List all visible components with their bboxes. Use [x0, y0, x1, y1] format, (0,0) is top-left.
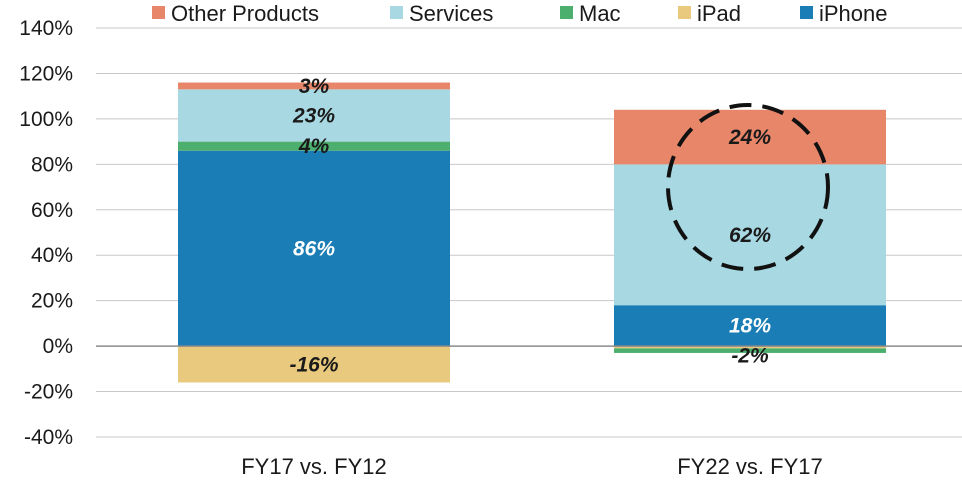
legend-label: iPhone — [819, 1, 888, 26]
bar-segment-other-products — [178, 82, 450, 90]
y-axis-ticks: -40% -20% 0% 20% 40% 60% 80% 100% 120% 140% — [19, 17, 73, 449]
bar-segment-services — [614, 164, 886, 306]
y-tick-label: 100% — [19, 108, 73, 131]
y-tick-label: 120% — [19, 62, 73, 85]
data-label-ipad: -16% — [289, 353, 338, 376]
bar-segment-iphone — [178, 150, 450, 347]
y-tick-label: 60% — [31, 199, 73, 222]
data-label-other-products: 24% — [728, 126, 771, 149]
legend-label: iPad — [697, 1, 741, 26]
bar-segment-mac — [614, 348, 886, 353]
bars — [178, 82, 886, 383]
legend-label: Mac — [579, 1, 621, 26]
x-axis-categories: FY17 vs. FY12 FY22 vs. FY17 — [241, 454, 823, 479]
data-label-mac: 4% — [298, 135, 330, 158]
bar-segment-iphone — [614, 305, 886, 347]
y-tick-label: 140% — [19, 17, 73, 40]
legend-swatch — [390, 6, 403, 19]
legend-label: Other Products — [171, 1, 319, 26]
data-label-services: 23% — [292, 104, 335, 127]
bar-segment-services — [178, 89, 450, 142]
y-tick-label: 0% — [43, 335, 73, 358]
legend-swatch — [800, 6, 813, 19]
x-category-label: FY17 vs. FY12 — [241, 454, 387, 479]
data-label-services: 62% — [729, 224, 771, 247]
bar-segment-other-products — [614, 109, 886, 165]
data-label-iphone: 86% — [293, 237, 335, 260]
y-tick-label: 80% — [31, 153, 73, 176]
x-category-label: FY22 vs. FY17 — [677, 454, 823, 479]
y-tick-label: -40% — [24, 426, 73, 449]
y-tick-label: -20% — [24, 381, 73, 404]
data-label-iphone: 18% — [729, 315, 771, 338]
bar-segment-mac — [178, 141, 450, 151]
legend-swatch — [560, 6, 573, 19]
bar-segment-ipad — [178, 346, 450, 383]
legend-swatch — [152, 6, 165, 19]
legend: Other Products Services Mac iPad iPhone — [152, 1, 888, 26]
data-label-mac: -2% — [731, 345, 769, 368]
y-tick-label: 20% — [31, 290, 73, 313]
legend-label: Services — [409, 1, 493, 26]
bar-segment-ipad — [614, 346, 886, 349]
data-labels: 86% -16% 4% 23% 3% 18% -2% 62% 24% — [289, 75, 771, 376]
data-label-other-products: 3% — [299, 75, 330, 98]
y-tick-label: 40% — [31, 244, 73, 267]
legend-swatch — [678, 6, 691, 19]
highlight-dashed-circle — [666, 103, 830, 271]
highlight-annotation — [666, 103, 830, 271]
